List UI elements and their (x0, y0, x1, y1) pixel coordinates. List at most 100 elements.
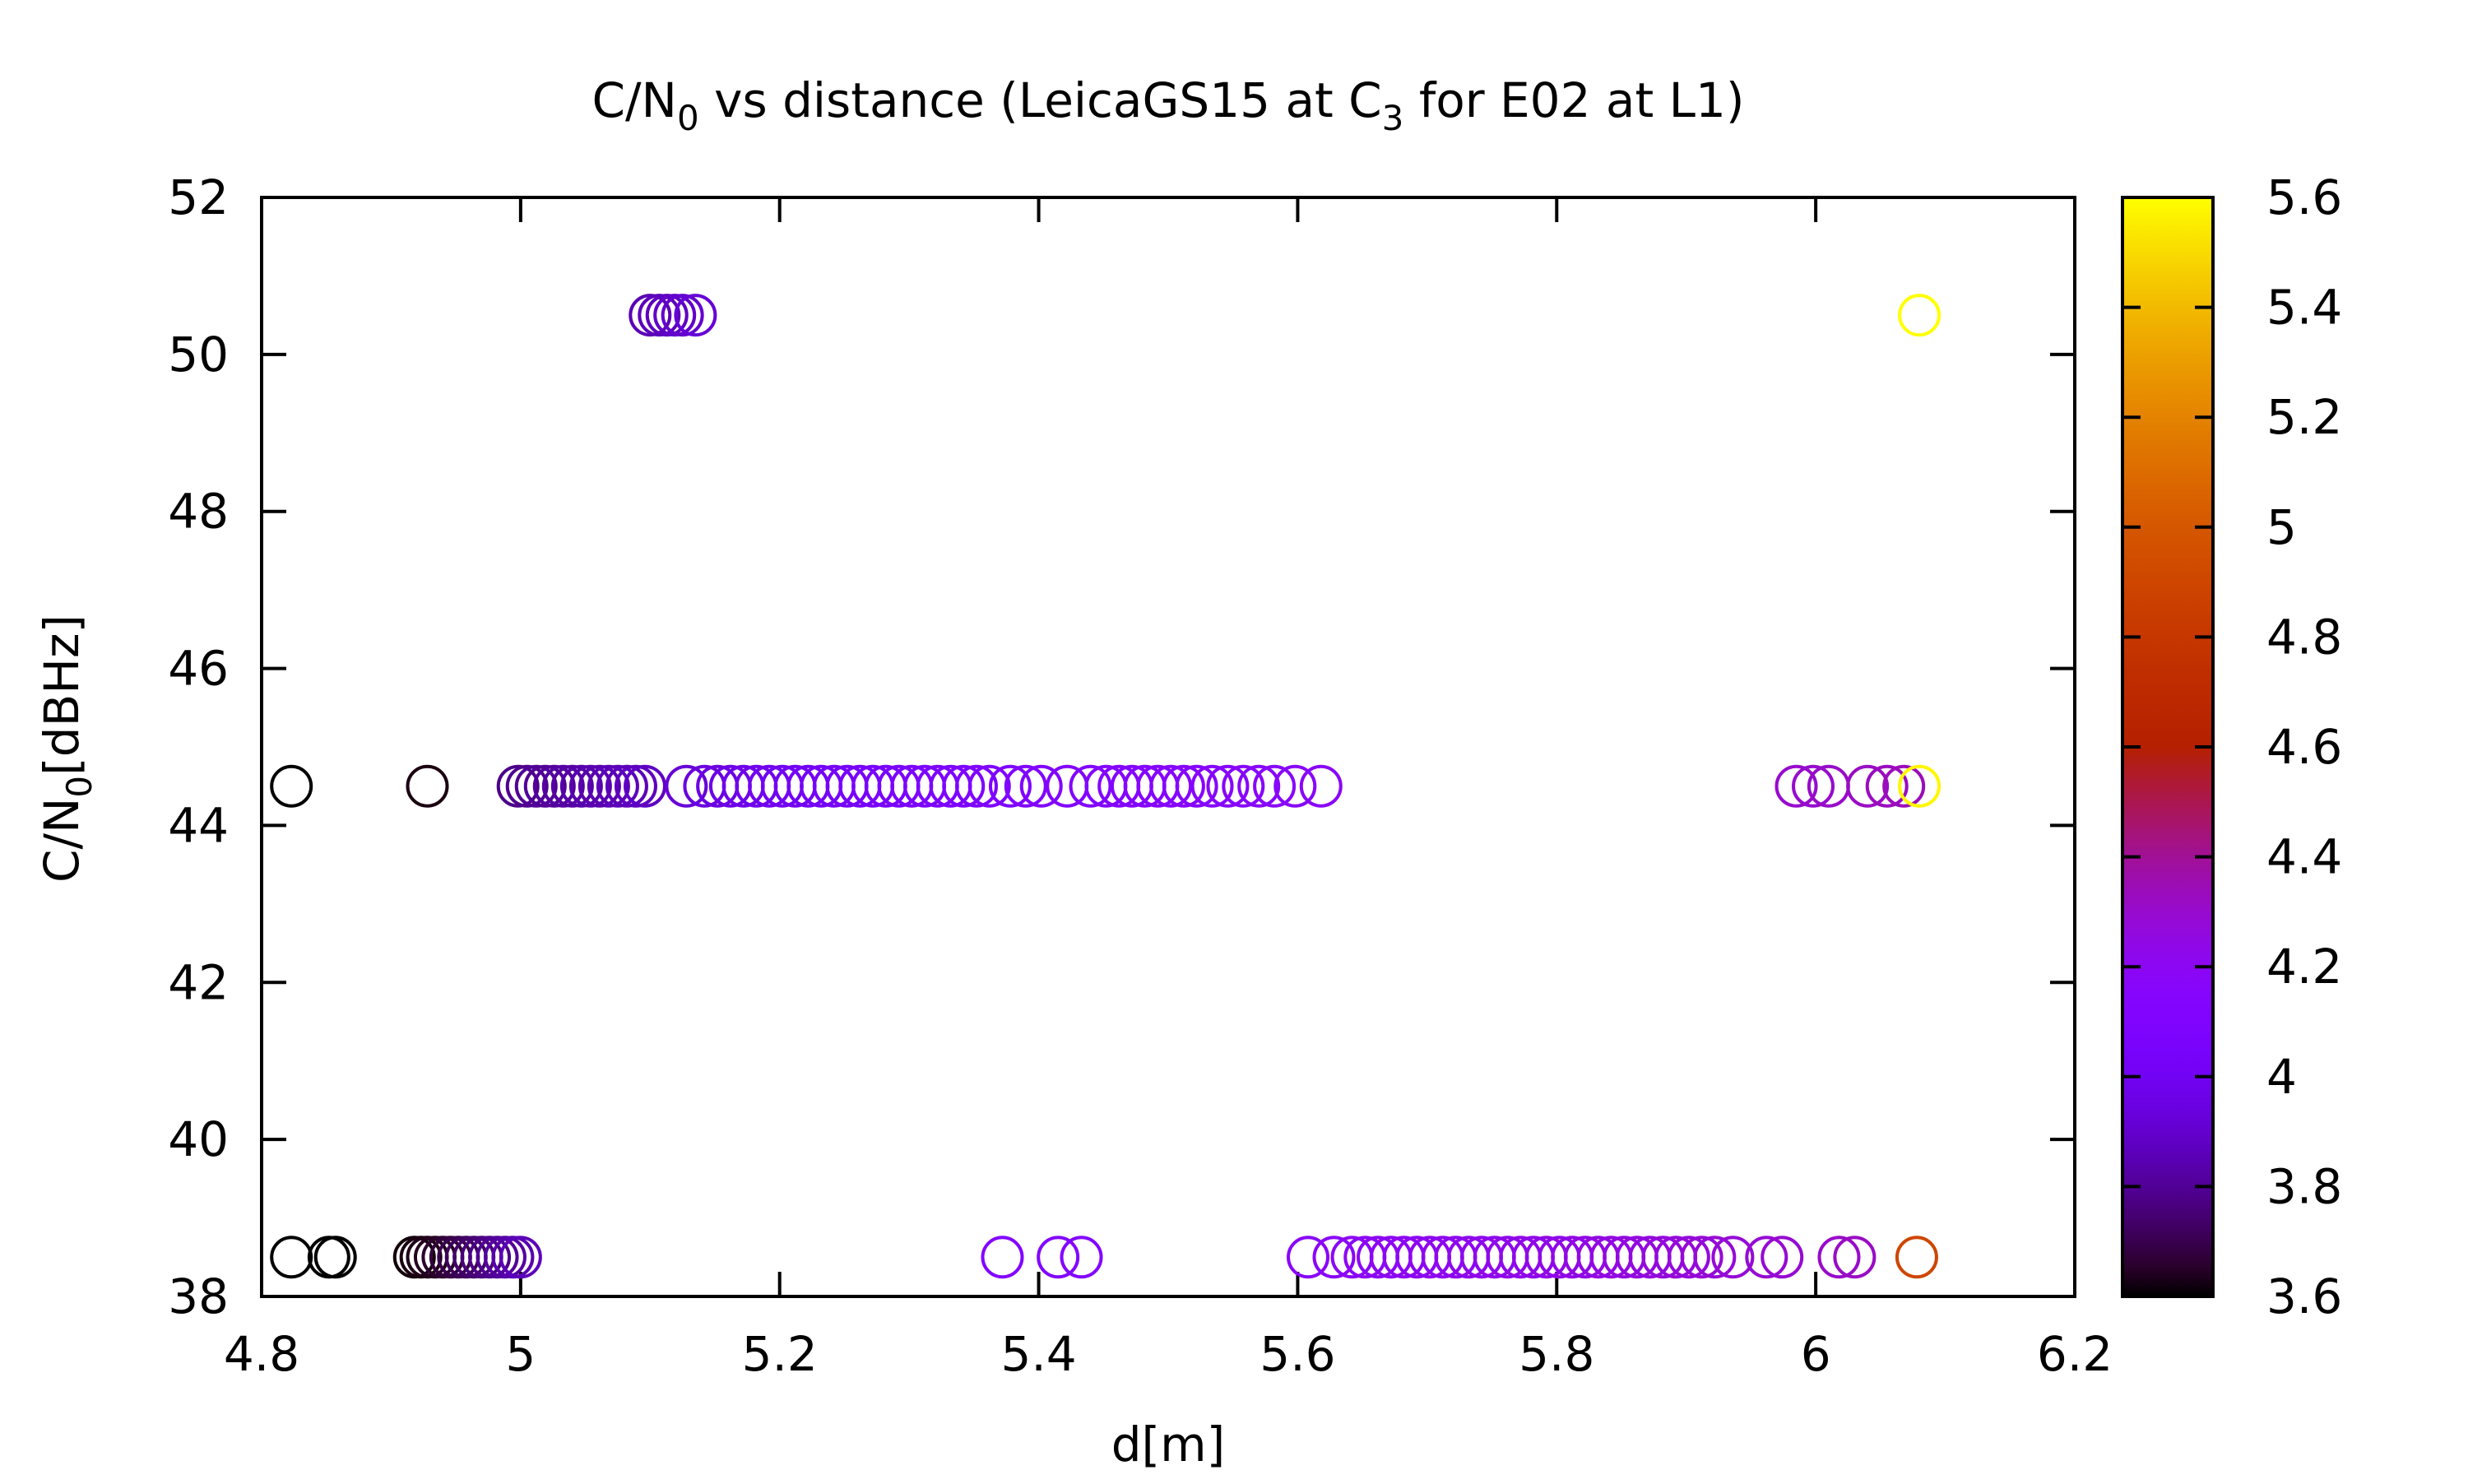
data-point (1287, 1236, 1330, 1279)
data-point (406, 764, 449, 808)
data-point (967, 764, 1011, 808)
data-point (1149, 764, 1193, 808)
data-point (1791, 764, 1835, 808)
data-point (605, 764, 648, 808)
data-point (596, 764, 639, 808)
y-axis-title: C/N0[dBHz] (34, 614, 100, 883)
data-point (313, 1236, 357, 1279)
x-tick-label: 5.4 (1000, 1326, 1076, 1382)
x-tick-label: 4.8 (224, 1326, 299, 1382)
data-point (532, 764, 576, 808)
data-point (270, 1236, 313, 1279)
data-point (1037, 1236, 1080, 1279)
data-point (559, 764, 603, 808)
data-point (1774, 764, 1818, 808)
data-point (1019, 764, 1063, 808)
data-point (665, 764, 708, 808)
data-point (523, 764, 567, 808)
ylabel-subscript: 0 (59, 776, 100, 798)
colorbar-tick-label: 4 (2266, 1049, 2297, 1105)
x-axis-title: d[m] (1111, 1417, 1226, 1472)
data-point (1190, 764, 1234, 808)
y-tick-label: 52 (168, 169, 229, 225)
title-subscript-3: 3 (1382, 98, 1404, 138)
colorbar-tick-label: 4.6 (2266, 719, 2342, 775)
chart-title: C/N0 vs distance (LeicaGS15 at C3 for E0… (592, 72, 1745, 138)
data-points (270, 294, 1941, 1279)
colorbar-tick-label: 4.8 (2266, 609, 2342, 665)
data-point (661, 294, 704, 337)
data-point (988, 764, 1032, 808)
data-point (942, 764, 986, 808)
axis-ticks: 4.8 5 5.2 5.4 5.6 5.8 6 6.2 38 40 42 44 46 48 50 52 (168, 169, 2113, 1382)
data-point (1846, 764, 1890, 808)
data-point (1206, 764, 1250, 808)
data-point (1253, 764, 1297, 808)
x-tick-label: 6.2 (2037, 1326, 2113, 1382)
colorbar-tick-label: 3.8 (2266, 1158, 2342, 1214)
colorbar-tick-label: 5 (2266, 499, 2297, 555)
title-middle: vs distance (LeicaGS15 at C (699, 72, 1382, 128)
data-point (568, 764, 612, 808)
data-point (1004, 764, 1047, 808)
data-point (1299, 764, 1343, 808)
x-tick-label: 6 (1801, 1326, 1831, 1382)
data-point (1060, 1236, 1103, 1279)
data-point (1693, 1236, 1737, 1279)
x-tick-label: 5.6 (1260, 1326, 1335, 1382)
data-point (1222, 764, 1265, 808)
x-tick-label: 5 (505, 1326, 536, 1382)
y-tick-label: 42 (168, 954, 229, 1010)
data-point (614, 764, 657, 808)
data-point (1162, 764, 1205, 808)
y-tick-label: 50 (168, 327, 229, 383)
data-point (550, 764, 594, 808)
data-point (1898, 294, 1941, 337)
data-point (1745, 1236, 1788, 1279)
data-point (499, 1236, 542, 1279)
data-point (1667, 1236, 1710, 1279)
x-tick-label: 5.8 (1519, 1326, 1594, 1382)
data-point (981, 1236, 1024, 1279)
data-point (1711, 1236, 1755, 1279)
y-tick-label: 40 (168, 1111, 229, 1167)
colorbar-tick-label: 3.6 (2266, 1268, 2342, 1324)
data-point (955, 764, 999, 808)
data-point (1273, 764, 1317, 808)
data-point (514, 764, 558, 808)
y-tick-label: 38 (168, 1268, 229, 1324)
data-point (496, 764, 540, 808)
data-point (674, 294, 717, 337)
colorbar-tick-label: 4.2 (2266, 939, 2342, 995)
data-point (1895, 1236, 1938, 1279)
title-prefix: C/N (592, 72, 677, 128)
colorbar-ticks: 3.6 3.8 4 4.2 4.4 4.6 4.8 5 5.2 5.4 5.6 (2122, 169, 2342, 1324)
data-point (587, 764, 630, 808)
plot-frame (260, 196, 2076, 1298)
data-point (629, 294, 672, 337)
data-point (1175, 764, 1218, 808)
data-point (1898, 764, 1941, 808)
data-point (1312, 1236, 1356, 1279)
colorbar-tick-label: 5.6 (2266, 169, 2342, 225)
data-point (1069, 764, 1112, 808)
colorbar-frame (2121, 196, 2215, 1298)
data-point (270, 764, 313, 808)
data-point (1761, 1236, 1804, 1279)
data-point (505, 764, 549, 808)
y-tick-label: 46 (168, 641, 229, 697)
x-tick-label: 5.2 (742, 1326, 818, 1382)
colorbar-tick-label: 4.4 (2266, 829, 2342, 885)
title-suffix: for E02 at L1) (1403, 72, 1744, 128)
data-point (1817, 1236, 1861, 1279)
data-point (623, 764, 666, 808)
data-point (1680, 1236, 1723, 1279)
data-point (1833, 1236, 1877, 1279)
ylabel-prefix: C/N (34, 798, 90, 883)
data-point (541, 764, 585, 808)
data-point (1882, 764, 1926, 808)
y-tick-label: 48 (168, 484, 229, 540)
colorbar-tick-label: 5.2 (2266, 389, 2342, 445)
